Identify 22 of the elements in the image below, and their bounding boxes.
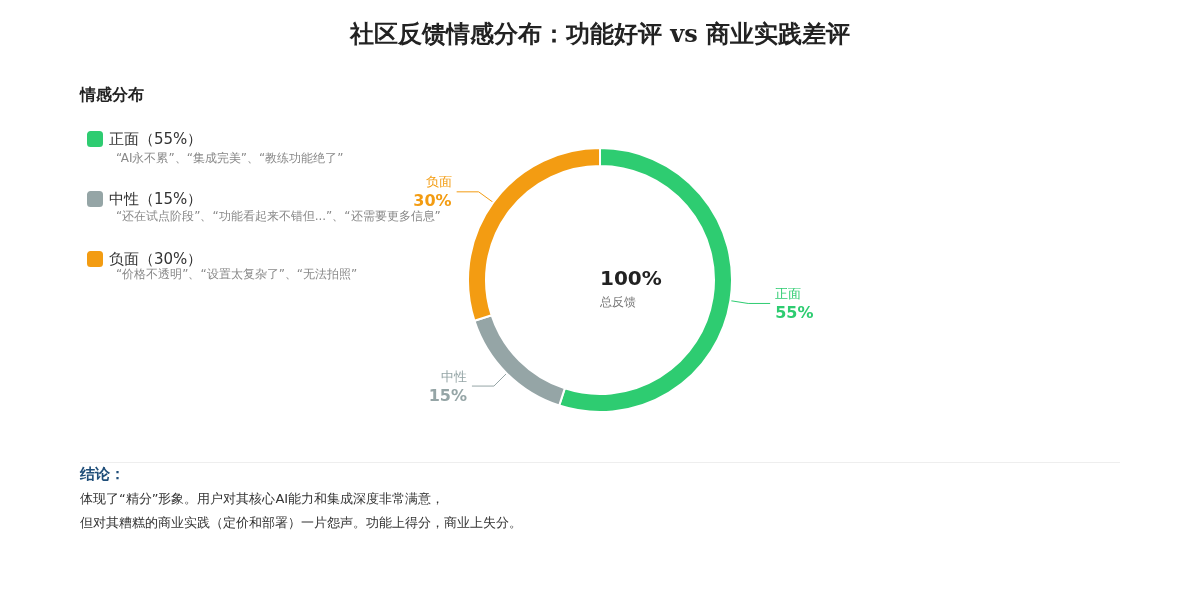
- text: （15%）: [139, 190, 203, 208]
- text: 结论：: [79, 464, 125, 483]
- slice-label: 正面: [775, 285, 802, 301]
- chart-title: 社区反馈情感分布：功能好评 vs 商业实践差评: [348, 18, 851, 48]
- slice-label: 负面: [425, 174, 452, 190]
- text: （55%）: [139, 130, 203, 148]
- data-label: 30%: [413, 191, 452, 211]
- legend-label: 中性: [109, 190, 139, 208]
- text: （30%）: [139, 250, 203, 268]
- legend-title: 情感分布: [79, 84, 144, 104]
- legend-label: 负面: [109, 250, 139, 268]
- data-label: 15%: [428, 385, 467, 405]
- text: 体现了“精分”形象。用户对其核心AI能力和集成深度非常满意，: [80, 491, 445, 506]
- text: 但对其糟糕的商业实践（定价和部署）一片怨声。功能上得分，商业上失分。: [80, 515, 522, 530]
- text: 总反馈: [599, 295, 636, 309]
- text: “价格不透明”、“设置太复杂了”、“无法拍照”: [116, 267, 358, 281]
- data-label: 55%: [775, 302, 814, 322]
- text: 100%: [600, 266, 662, 290]
- text: “还在试点阶段”、“功能看起来不错但...”、“还需要更多信息”: [116, 209, 441, 223]
- slice-label: 中性: [440, 368, 467, 384]
- text: “AI永不累”、“集成完美”、“教练功能绝了”: [116, 151, 344, 165]
- legend-label: 正面: [109, 130, 139, 148]
